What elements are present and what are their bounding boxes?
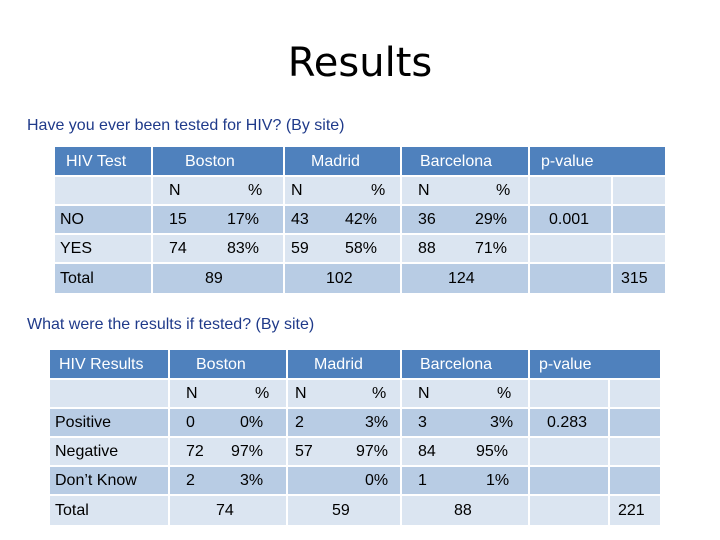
table1-header-boston: Boston [185, 153, 235, 170]
table2-row-label: Don’t Know [55, 472, 137, 489]
table1-cell: 17% [227, 211, 260, 228]
table2-total-boston: 74 [216, 502, 234, 519]
table2-cell: 84 [418, 443, 436, 460]
table1-total-madrid: 102 [326, 270, 353, 287]
table1-cell: 59 [291, 240, 309, 257]
table1-cell: 42% [345, 211, 378, 228]
table2-sub-barcelona-n: N [418, 385, 430, 402]
table2-cell: 1 [418, 472, 427, 489]
table1-pvalue: 0.001 [549, 211, 590, 228]
table2-sub-barcelona-pct: % [497, 385, 512, 402]
table2-sub-boston-pct: % [255, 385, 270, 402]
table2-cell: 3% [365, 414, 389, 431]
table2-cell: 0% [365, 472, 389, 489]
table1-cell: 74 [169, 240, 187, 257]
table2-pvalue: 0.283 [547, 414, 588, 431]
table1-cell: 58% [345, 240, 378, 257]
table1-header-hiv-test: HIV Test [66, 153, 127, 170]
table1-header-madrid: Madrid [311, 153, 360, 170]
table2-cell: 97% [356, 443, 389, 460]
table1-total-label: Total [60, 270, 94, 287]
table2-header-pvalue: p-value [539, 356, 592, 373]
table1-cell: 29% [475, 211, 508, 228]
table1-header-pvalue: p-value [541, 153, 594, 170]
table2-cell: 3% [490, 414, 514, 431]
table2-row-label: Negative [55, 443, 119, 460]
table2-header-hiv-results: HIV Results [59, 356, 144, 373]
table1-total-overall: 315 [621, 270, 648, 287]
table2-header-boston: Boston [196, 356, 246, 373]
table1-total-boston: 89 [205, 270, 223, 287]
table2-total-madrid: 59 [332, 502, 350, 519]
table2-sub-madrid-pct: % [372, 385, 387, 402]
table2-row-label: Positive [55, 414, 112, 431]
table1-cell: 71% [475, 240, 508, 257]
table1-cell: 83% [227, 240, 260, 257]
table2-question: What were the results if tested? (By sit… [27, 316, 315, 333]
table2-sub-boston-n: N [186, 385, 198, 402]
table2: HIV Results Boston Madrid Barcelona p-va… [50, 350, 660, 525]
table1-total-barcelona: 124 [448, 270, 475, 287]
table1-cell: 36 [418, 211, 436, 228]
table2-cell: 0% [240, 414, 264, 431]
table2-total-barcelona: 88 [454, 502, 472, 519]
table2-total-overall: 221 [618, 502, 645, 519]
table2-cell: 3% [240, 472, 264, 489]
table1-row-label: NO [60, 211, 84, 228]
table2-cell: 1% [486, 472, 510, 489]
table1-cell: 15 [169, 211, 187, 228]
table2-cell: 2 [295, 414, 304, 431]
table2-cell: 57 [295, 443, 313, 460]
table2-total-label: Total [55, 502, 89, 519]
table1-row-label: YES [60, 240, 93, 257]
table1-cell: 43 [291, 211, 309, 228]
page-title: Results [287, 40, 433, 86]
table1-sub-madrid-n: N [291, 182, 303, 199]
table2-header-barcelona: Barcelona [420, 356, 493, 373]
table1-sub-madrid-pct: % [371, 182, 386, 199]
table2-sub-madrid-n: N [295, 385, 307, 402]
table2-cell: 0 [186, 414, 195, 431]
table2-cell: 2 [186, 472, 195, 489]
table1-cell: 88 [418, 240, 436, 257]
table1-sub-barcelona-pct: % [496, 182, 511, 199]
table2-cell: 3 [418, 414, 427, 431]
table2-cell: 95% [476, 443, 509, 460]
table1-sub-boston-n: N [169, 182, 181, 199]
table1-sub-barcelona-n: N [418, 182, 430, 199]
table1-question: Have you ever been tested for HIV? (By s… [27, 117, 345, 134]
table2-cell: 97% [231, 443, 264, 460]
table2-cell: 72 [186, 443, 204, 460]
table1-sub-boston-pct: % [248, 182, 263, 199]
table2-header-madrid: Madrid [314, 356, 363, 373]
table1: HIV Test Boston Madrid Barcelona p-value… [55, 147, 665, 293]
table1-header-barcelona: Barcelona [420, 153, 493, 170]
